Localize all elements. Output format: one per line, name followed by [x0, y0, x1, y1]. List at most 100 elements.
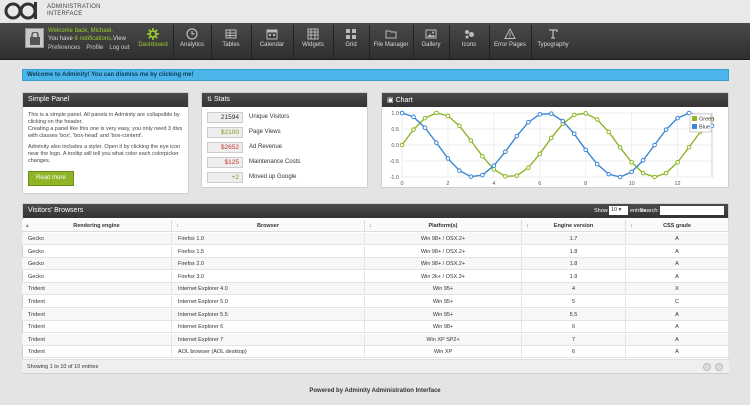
nav-label: Gallery	[421, 42, 441, 48]
data-point	[399, 142, 405, 148]
column-header[interactable]: ▴ Rendering engine	[22, 220, 172, 232]
stat-label: Maintenance Costs	[249, 159, 301, 165]
table-cell: A	[626, 321, 729, 334]
grid-icon	[346, 29, 356, 39]
table-row[interactable]: Trident Internet Explorer 5.0 Win 95+ 5 C	[22, 296, 729, 308]
data-point	[617, 145, 623, 150]
table-row[interactable]: Trident AOL browser (AOL desktop) Win XP 6 A	[22, 346, 729, 359]
data-point	[480, 153, 485, 159]
page-size-value: 10	[611, 207, 618, 213]
nav-calendar[interactable]: Calendar	[253, 25, 291, 59]
nav-label: Typography	[537, 42, 569, 48]
nav-divider	[173, 25, 174, 59]
widgets-icon	[307, 28, 319, 40]
nav-error-pages[interactable]: Error Pages	[491, 25, 529, 59]
data-point	[434, 110, 439, 116]
stat-label: Ad Revenue	[249, 144, 283, 150]
logo[interactable]	[4, 2, 44, 20]
nav-tables[interactable]: Tables	[213, 25, 249, 59]
logo-text: ADMINISTRATION INTERFACE	[47, 4, 101, 18]
data-point	[468, 138, 474, 143]
table-cell: Internet Explorer 4.0	[172, 283, 365, 296]
stats-icon: ⇅	[207, 97, 213, 103]
data-point	[640, 170, 646, 176]
nav-label: Analytics	[179, 42, 204, 48]
avatar[interactable]	[25, 28, 44, 48]
browsers-panel-header[interactable]: Visitors' Browsers Show 10 ▾ entries Sea…	[23, 204, 728, 218]
logout-link[interactable]: Log out	[109, 45, 130, 51]
profile-link[interactable]: Profile	[86, 45, 104, 51]
stat-value: $125	[207, 157, 243, 168]
view-notifications-link[interactable]: View	[113, 36, 126, 42]
series-line	[401, 112, 713, 178]
table-row[interactable]: Gecko Firefox 3.0 Win 2k+ / OSX.3+ 1.9 A	[22, 270, 729, 283]
table-cell: Firefox 3.0	[172, 270, 365, 283]
table-cell: A	[626, 233, 729, 245]
column-header-label: Browser	[256, 223, 279, 229]
welcome-alert[interactable]: Welcome to Adminity! You can dismiss me …	[22, 69, 729, 81]
page-size-select[interactable]: 10 ▾	[609, 206, 628, 215]
table-row[interactable]: Gecko Firefox 1.5 Win 98+ / OSX.2+ 1.8 A	[22, 245, 729, 258]
table-row[interactable]: Gecko Firefox 2.0 Win 98+ / OSX.2+ 1.8 A	[22, 258, 729, 271]
read-more-button[interactable]: Read more	[28, 171, 74, 186]
table-cell: Firefox 1.5	[172, 245, 365, 258]
data-point	[686, 144, 692, 150]
prev-page-icon[interactable]	[703, 363, 711, 371]
table-cell: 1.7	[522, 233, 626, 245]
nav-file-manager[interactable]: File Manager	[371, 25, 411, 59]
column-header[interactable]: ↕ Engine version	[522, 220, 626, 232]
x-tick-label: 10	[629, 181, 635, 187]
table-cell: Win 95+	[365, 283, 522, 296]
next-page-icon[interactable]	[715, 363, 723, 371]
table-cell: A	[626, 346, 729, 359]
nav-grid[interactable]: Grid	[335, 25, 367, 59]
nav-analytics[interactable]: Analytics	[175, 25, 209, 59]
nav-widgets[interactable]: Widgets	[295, 25, 331, 59]
nav-dashboard[interactable]: Dashboard	[135, 25, 171, 59]
table-cell: AOL browser (AOL desktop)	[172, 346, 365, 359]
table-row[interactable]: Trident Internet Explorer 7 Win XP SP2+ 7 A	[22, 333, 729, 346]
x-tick-label: 12	[674, 181, 680, 187]
column-header[interactable]: ↕ Platform(s)	[365, 220, 522, 232]
data-point	[514, 173, 520, 179]
table-cell: C	[626, 296, 729, 308]
simple-panel-header[interactable]: Simple Panel	[23, 93, 188, 107]
column-header[interactable]: ↕ Browser	[172, 220, 365, 232]
table-row[interactable]: Gecko Firefox 1.0 Win 98+ / OSX.2+ 1.7 A	[22, 233, 729, 245]
table-row[interactable]: Trident Internet Explorer 4.0 Win 95+ 4 X	[22, 283, 729, 296]
nav-typography[interactable]: Typography	[533, 25, 573, 59]
table-footer: Showing 1 to 10 of 10 entries	[22, 359, 729, 373]
table-row[interactable]: Trident Internet Explorer 5.5 Win 95+ 5.5 A	[22, 308, 729, 321]
notification-suffix: .	[111, 36, 113, 42]
chart-panel-header[interactable]: ▣ Chart	[382, 93, 728, 107]
top-bar: ADMINISTRATION INTERFACE	[0, 0, 750, 22]
notification-count[interactable]: 6 notifications	[74, 36, 112, 42]
nav-divider	[449, 25, 450, 59]
table-cell: 1.8	[522, 258, 626, 271]
data-point	[583, 147, 589, 153]
lock-icon	[30, 32, 40, 45]
column-header-label: Rendering engine	[73, 223, 120, 229]
table-row[interactable]: Trident Internet Explorer 6 Win 98+ 6 A	[22, 321, 729, 334]
table-header: ▴ Rendering engine ↕ Browser ↕ Platform(s) ↕ En…	[22, 220, 729, 232]
data-point	[422, 115, 428, 121]
chart-title: Chart	[395, 97, 413, 104]
data-point	[617, 174, 623, 180]
stats-panel-header[interactable]: ⇅ Stats	[202, 93, 367, 107]
table-cell: A	[626, 258, 729, 271]
search-input[interactable]	[660, 206, 724, 215]
column-header[interactable]: ↕ CSS grade	[626, 220, 729, 232]
simple-panel-text: Creating a panel like this one is very e…	[28, 126, 183, 139]
simple-panel-text: Adminity also includes a styler. Open it…	[28, 144, 181, 164]
table-cell: Trident	[22, 283, 172, 296]
column-header-label: Engine version	[553, 223, 594, 229]
table-cell: Gecko	[22, 258, 172, 271]
preferences-link[interactable]: Preferences	[48, 45, 81, 51]
nav-icons[interactable]: Icons	[451, 25, 487, 59]
nav-gallery[interactable]: Gallery	[415, 25, 447, 59]
table-cell: A	[626, 245, 729, 258]
stat-row: $2100 Page Views	[207, 127, 377, 139]
table-cell: 5	[522, 296, 626, 308]
data-point	[675, 159, 680, 165]
data-point	[571, 131, 577, 137]
